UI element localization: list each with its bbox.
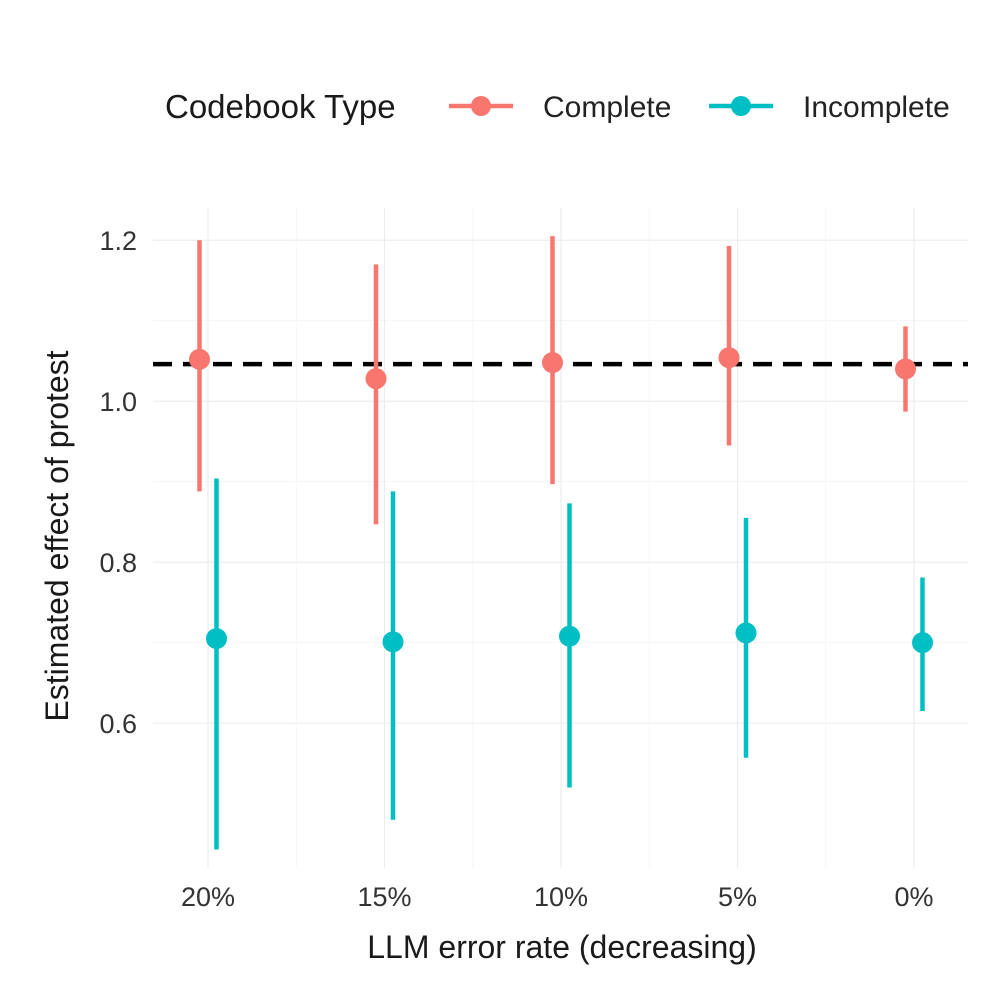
x-tick-label: 20% — [181, 882, 235, 912]
y-tick-label: 0.6 — [99, 709, 137, 739]
legend-item-complete: Complete — [449, 91, 671, 124]
y-axis-title: Estimated effect of protest — [39, 350, 75, 721]
y-tick-label: 1.0 — [99, 387, 137, 417]
legend-item-incomplete: Incomplete — [709, 91, 950, 124]
x-axis-title: LLM error rate (decreasing) — [367, 929, 756, 965]
point-incomplete — [206, 628, 227, 650]
point-incomplete — [559, 625, 580, 647]
point-incomplete — [382, 631, 404, 653]
legend-key-dot-incomplete — [731, 96, 751, 116]
legend: Codebook Type Complete Incomplete — [165, 88, 950, 125]
x-tick-label: 10% — [534, 882, 588, 912]
legend-label-complete: Complete — [543, 91, 671, 124]
x-tick-label: 0% — [894, 882, 933, 912]
y-axis-ticks: 0.6 0.8 1.0 1.2 — [99, 226, 137, 739]
legend-key-dot-complete — [471, 96, 491, 116]
point-complete — [365, 368, 387, 390]
point-complete — [718, 347, 740, 369]
series-complete — [189, 236, 916, 525]
point-complete — [542, 352, 563, 374]
y-tick-label: 1.2 — [99, 226, 137, 256]
y-tick-label: 0.8 — [99, 548, 137, 578]
point-incomplete — [735, 622, 757, 644]
x-tick-label: 15% — [357, 882, 411, 912]
series-layer — [189, 236, 933, 850]
x-tick-label: 5% — [718, 882, 757, 912]
series-incomplete — [206, 478, 933, 850]
x-axis-ticks: 20% 15% 10% 5% 0% — [181, 882, 934, 912]
point-complete — [895, 358, 916, 380]
legend-title: Codebook Type — [165, 88, 396, 125]
grid — [153, 208, 968, 868]
point-incomplete — [912, 632, 933, 654]
legend-label-incomplete: Incomplete — [803, 91, 950, 124]
point-complete — [189, 348, 210, 370]
